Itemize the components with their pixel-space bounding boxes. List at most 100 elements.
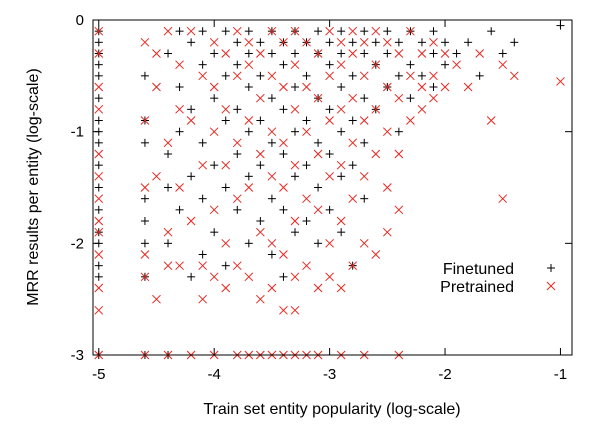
pretrained-point bbox=[256, 49, 265, 58]
pretrained-point bbox=[406, 116, 415, 125]
finetuned-point bbox=[175, 205, 184, 214]
finetuned-point bbox=[175, 127, 184, 136]
finetuned-point bbox=[256, 116, 265, 125]
pretrained-point bbox=[463, 82, 473, 92]
pretrained-point bbox=[94, 305, 104, 315]
finetuned-point bbox=[187, 38, 196, 47]
finetuned-point bbox=[348, 161, 357, 170]
pretrained-point bbox=[486, 116, 496, 125]
pretrained-point bbox=[417, 82, 427, 92]
x-tick-label: -1 bbox=[554, 366, 567, 383]
finetuned-point bbox=[337, 172, 346, 181]
pretrained-point bbox=[221, 160, 231, 170]
pretrained-point bbox=[440, 49, 450, 58]
finetuned-point bbox=[360, 138, 369, 147]
finetuned-point bbox=[348, 71, 357, 80]
finetuned-point bbox=[360, 49, 369, 58]
finetuned-point bbox=[325, 38, 334, 47]
pretrained-point bbox=[267, 238, 277, 248]
finetuned-point bbox=[244, 239, 253, 248]
finetuned-point bbox=[394, 71, 403, 80]
finetuned-point bbox=[337, 228, 346, 237]
pretrained-point bbox=[348, 49, 358, 58]
finetuned-point bbox=[267, 138, 276, 147]
pretrained-point bbox=[94, 149, 104, 159]
pretrained-point bbox=[394, 49, 404, 58]
pretrained-point bbox=[94, 82, 104, 92]
pretrained-point bbox=[221, 49, 231, 58]
finetuned-point bbox=[441, 60, 450, 69]
finetuned-point bbox=[314, 183, 323, 192]
pretrained-point bbox=[498, 60, 508, 70]
pretrained-point bbox=[348, 138, 358, 148]
finetuned-point bbox=[233, 60, 242, 69]
finetuned-point bbox=[164, 239, 173, 248]
finetuned-point bbox=[360, 194, 369, 203]
pretrained-point bbox=[325, 238, 334, 248]
pretrained-point bbox=[140, 37, 150, 47]
finetuned-point bbox=[394, 127, 403, 136]
legend-marker-pretrained bbox=[546, 281, 556, 291]
pretrained-point bbox=[186, 116, 196, 125]
pretrained-point bbox=[348, 26, 358, 36]
finetuned-point bbox=[244, 49, 253, 58]
pretrained-point bbox=[279, 37, 288, 47]
legend-label-pretrained: Pretrained bbox=[440, 279, 514, 296]
finetuned-point bbox=[290, 83, 299, 91]
finetuned-point bbox=[487, 27, 496, 36]
pretrained-point bbox=[382, 227, 392, 237]
finetuned-point bbox=[452, 49, 461, 58]
pretrained-point bbox=[163, 261, 173, 271]
finetuned-point bbox=[244, 83, 253, 91]
pretrained-point bbox=[209, 82, 219, 92]
finetuned-point bbox=[210, 94, 219, 103]
finetuned-point bbox=[267, 250, 276, 259]
finetuned-point bbox=[94, 94, 103, 103]
legend: Finetuned Pretrained bbox=[440, 261, 556, 296]
pretrained-point bbox=[325, 26, 334, 36]
pretrained-point bbox=[290, 60, 300, 70]
x-tick-label: -3 bbox=[323, 366, 336, 383]
pretrained-point bbox=[267, 127, 277, 137]
pretrained-point bbox=[279, 138, 288, 148]
finetuned-point bbox=[256, 38, 265, 47]
finetuned-point bbox=[94, 272, 103, 281]
finetuned-point bbox=[164, 150, 173, 158]
pretrained-point bbox=[175, 104, 184, 114]
finetuned-point bbox=[498, 49, 507, 58]
finetuned-point bbox=[337, 83, 346, 91]
finetuned-point bbox=[233, 205, 242, 214]
pretrained-point bbox=[509, 71, 519, 81]
pretrained-point bbox=[556, 77, 565, 86]
pretrained-point bbox=[232, 194, 242, 204]
pretrained-point bbox=[244, 60, 254, 70]
finetuned-point bbox=[210, 161, 219, 170]
pretrained-point bbox=[313, 93, 323, 103]
pretrained-point bbox=[452, 60, 461, 70]
pretrained-point bbox=[94, 104, 104, 114]
pretrained-point bbox=[359, 171, 369, 181]
finetuned-point bbox=[256, 71, 265, 80]
pretrained-point bbox=[244, 183, 254, 192]
pretrained-point bbox=[359, 238, 369, 248]
pretrained-point bbox=[152, 82, 161, 92]
pretrained-point bbox=[279, 82, 288, 92]
pretrained-point bbox=[152, 294, 161, 304]
finetuned-point bbox=[337, 49, 346, 58]
pretrained-point bbox=[302, 261, 311, 271]
pretrained-point bbox=[417, 49, 427, 58]
finetuned-point bbox=[314, 27, 323, 36]
pretrained-point bbox=[429, 71, 438, 81]
pretrained-point bbox=[475, 49, 485, 58]
y-tick-label: 0 bbox=[76, 12, 84, 29]
y-tick-label: -2 bbox=[71, 235, 84, 252]
pretrained-point bbox=[198, 160, 208, 170]
pretrained-point bbox=[279, 305, 288, 315]
pretrained-point bbox=[382, 127, 392, 137]
finetuned-point bbox=[256, 161, 265, 170]
finetuned-point bbox=[417, 38, 426, 47]
finetuned-point bbox=[510, 38, 519, 47]
pretrained-point bbox=[336, 60, 346, 70]
y-axis-label: MRR results per entity (log-scale) bbox=[25, 68, 42, 305]
